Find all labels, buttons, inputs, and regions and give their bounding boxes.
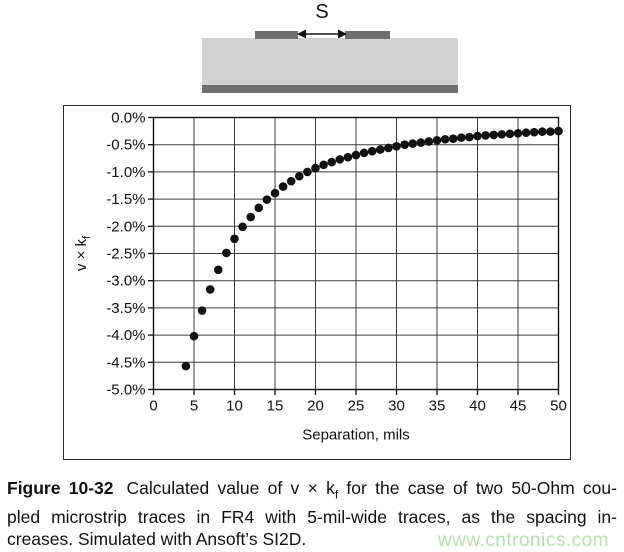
x-tick-label: 5 [190,398,198,415]
x-tick-label: 10 [226,398,243,415]
x-tick-label: 35 [429,398,446,415]
caption-subscript: f [334,487,339,502]
substrate [202,38,458,85]
data-point [440,134,450,144]
caption-text-3: creases. Simulated with Ansoft’s SI2D. [7,528,307,549]
data-point [529,127,539,137]
data-point [554,126,563,136]
chart: 0 5 10 15 20 25 30 35 40 45 50 0.0% -0.5% -1.0% -1.5% -… [63,105,571,460]
microstrip-diagram: S [0,0,624,100]
chart-svg: 0 5 10 15 20 25 30 35 40 45 50 0.0% -0.5% -1.0% -1.5% -… [73,110,567,444]
data-point [376,145,385,154]
data-point [254,203,264,213]
spacing-arrow-icon [297,29,347,39]
plot-border [152,116,560,391]
data-point [230,234,239,244]
data-point [546,127,555,136]
y-tick-label: -2.5% [106,246,145,263]
watermark: www.cntronics.com [437,529,609,551]
x-tick-label: 50 [550,398,567,415]
caption-line-3: creases. Simulated with Ansoft’s SI2D. w… [7,528,617,551]
ground-plane [202,85,458,93]
data-point [181,361,191,371]
caption-line-1: Figure 10-32 Calculated value of v × kf f… [7,477,617,506]
data-point [189,331,199,341]
data-point [295,171,304,181]
data-point [319,160,328,170]
data-point [311,163,320,173]
data-point [238,222,247,232]
y-tick-label: 0.0% [111,110,145,127]
data-point [416,138,426,147]
x-tick-label: 45 [510,398,527,415]
data-point [214,265,223,275]
x-tick-label: 40 [469,398,486,415]
y-tick-label: -1.5% [106,191,145,208]
x-tick-label: 0 [149,398,157,415]
data-point [303,167,312,177]
data-point [521,128,531,138]
figure-label: Figure 10-32 [7,478,114,498]
data-point [392,142,401,151]
data-point [327,157,337,167]
right-trace [345,31,390,39]
data-point [197,306,207,315]
data-point [513,128,523,138]
data-point [497,130,507,139]
data-point [335,155,345,164]
y-tick-label: -2.0% [106,218,145,235]
data-point [408,139,418,148]
data-point [367,146,377,156]
data-point [351,150,361,160]
data-point [432,136,442,145]
y-tick-label: -3.5% [106,300,145,317]
data-point [457,133,466,142]
caption-text-2: for the case of two 50-Ohm cou- [338,478,617,498]
figure-caption: Figure 10-32 Calculated value of v × kf f… [7,477,617,551]
data-point [246,212,255,222]
y-tick-label: -1.0% [106,164,145,181]
x-tick-label: 30 [388,398,405,415]
data-point [286,176,296,186]
y-axis-title: v × kf [73,235,93,271]
y-tick-label: -3.0% [106,273,145,290]
x-tick-label: 20 [307,398,324,415]
data-point [270,188,280,198]
data-point [505,129,515,139]
data-point [205,285,215,294]
x-tick-label: 25 [348,398,365,415]
data-point [400,140,409,149]
data-point [424,137,434,146]
caption-text-1: Calculated value of v × k [126,478,335,498]
data-point [343,152,353,162]
data-point [481,131,490,140]
y-tick-label: -4.0% [106,327,145,344]
caption-line-2: pled microstrip traces in FR4 with 5-mil… [7,506,617,527]
data-point [538,127,547,136]
spacing-label: S [315,1,329,23]
x-axis-title: Separation, mils [302,427,410,444]
data-point [278,182,288,191]
left-trace [255,31,298,39]
data-point [489,130,499,140]
data-point [262,195,272,204]
data-point [473,131,482,141]
y-tick-label: -4.5% [106,354,145,371]
x-tick-label: 15 [267,398,284,415]
y-tick-label: -0.5% [106,137,145,154]
data-point [465,132,474,142]
y-tick-label: -5.0% [106,382,145,399]
data-point [384,143,393,153]
data-point [448,134,458,144]
data-point [359,148,369,158]
data-point [222,248,231,258]
